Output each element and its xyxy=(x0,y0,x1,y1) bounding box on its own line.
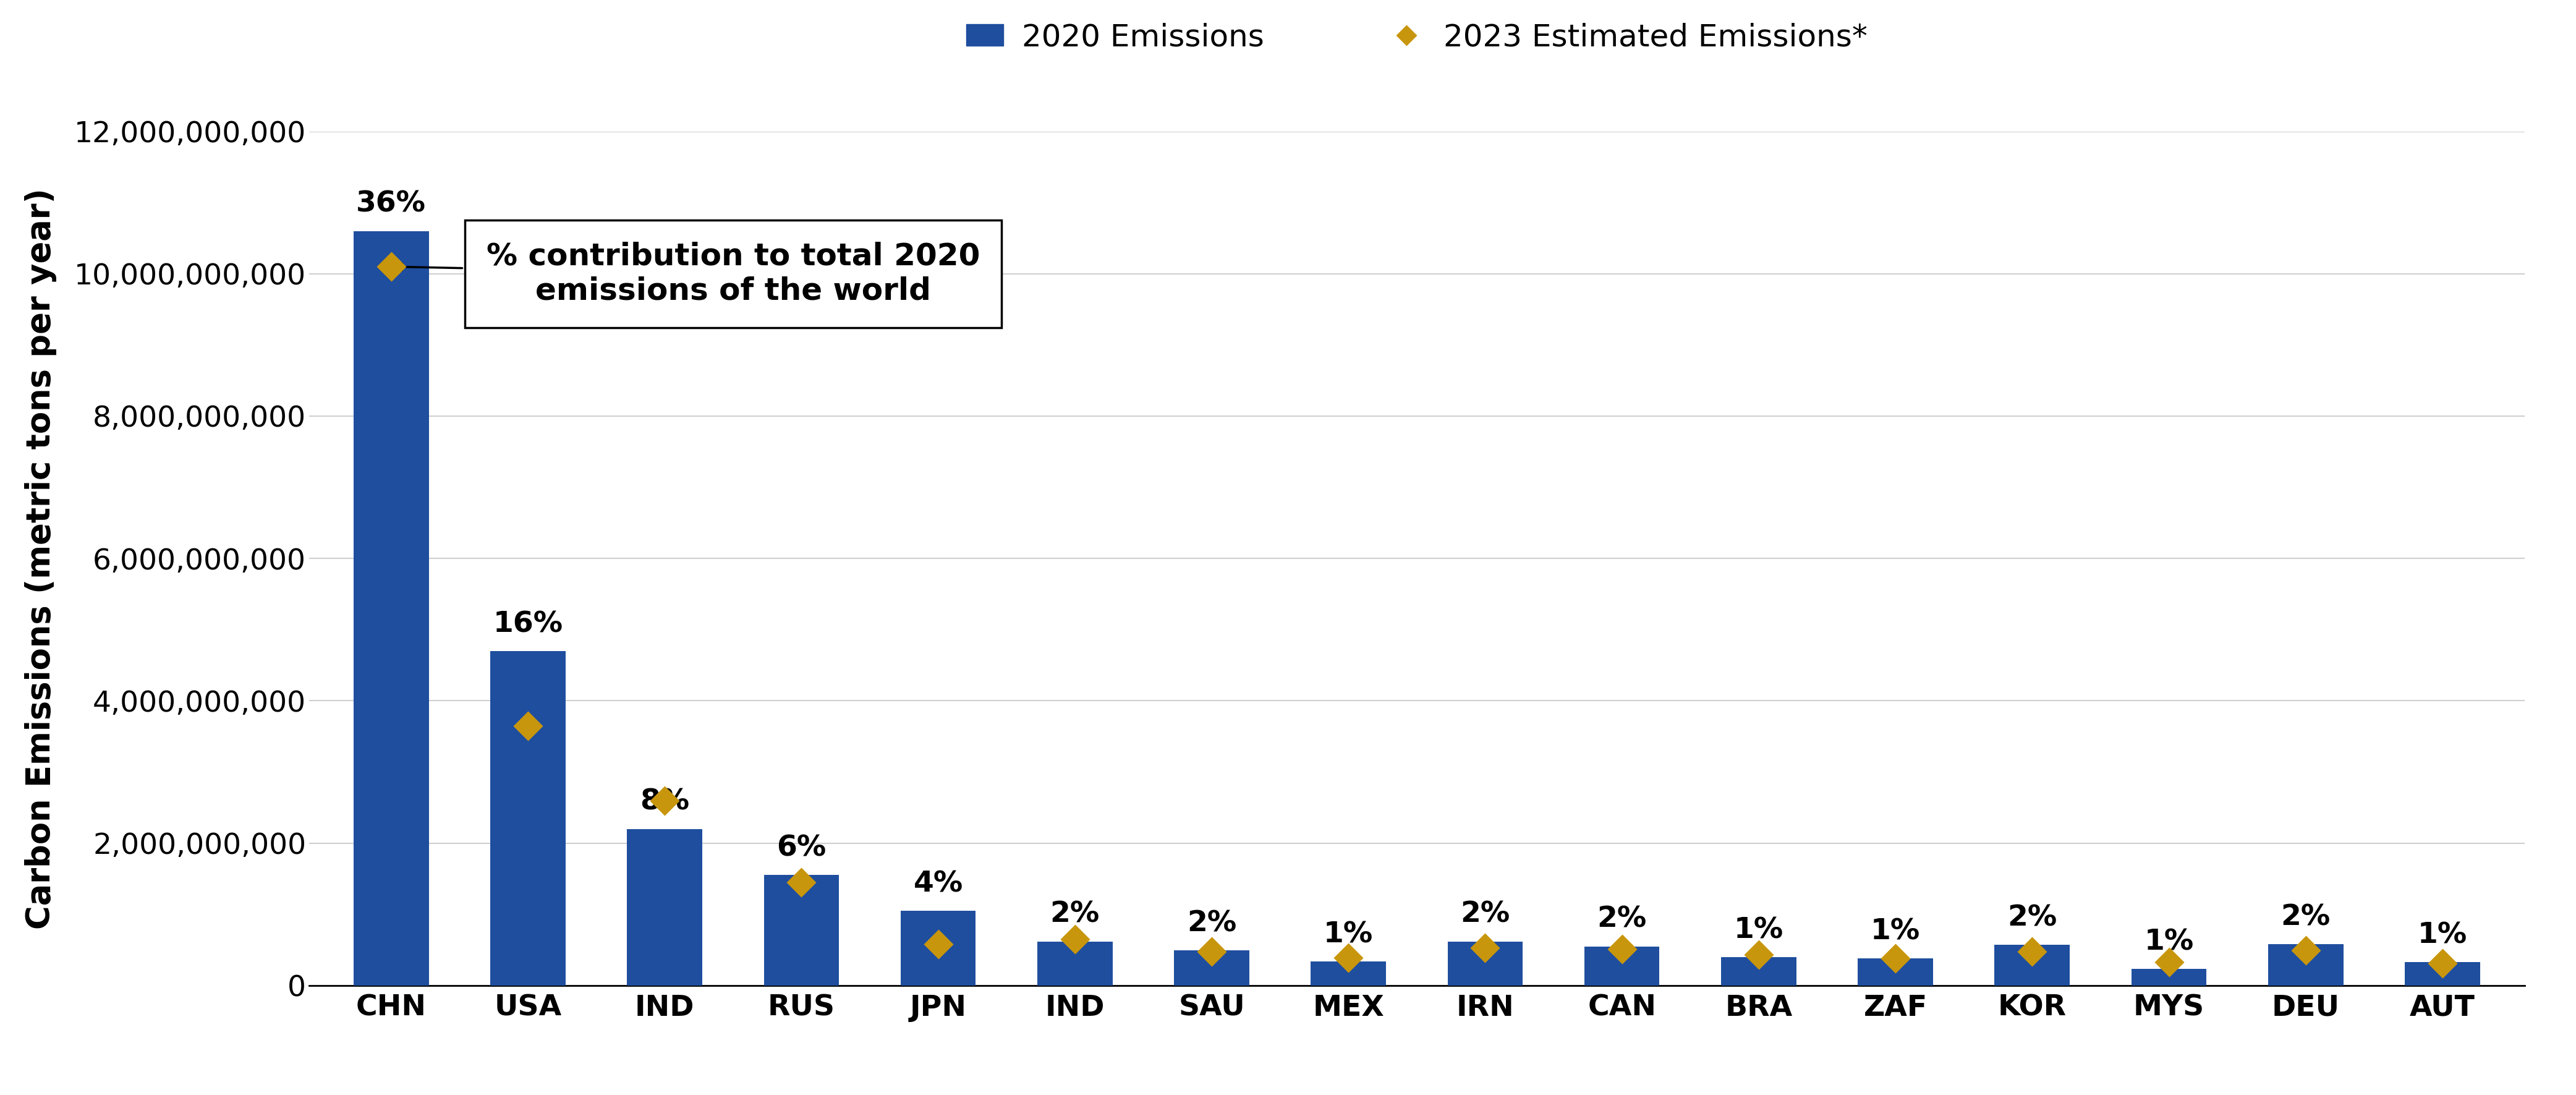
Bar xyxy=(2267,944,2344,986)
Bar xyxy=(489,650,567,986)
Text: 2%: 2% xyxy=(1461,901,1510,929)
Bar xyxy=(1175,950,1249,986)
Text: 2%: 2% xyxy=(1188,910,1236,937)
Text: 1%: 1% xyxy=(1734,917,1783,944)
Text: 4%: 4% xyxy=(914,871,963,898)
Text: 16%: 16% xyxy=(492,610,564,638)
Y-axis label: Carbon Emissions (metric tons per year): Carbon Emissions (metric tons per year) xyxy=(26,188,57,929)
Bar xyxy=(1584,946,1659,986)
Text: 1%: 1% xyxy=(2419,921,2468,949)
Text: 8%: 8% xyxy=(639,788,690,816)
Bar xyxy=(626,829,703,986)
Text: 36%: 36% xyxy=(355,191,425,218)
Bar xyxy=(765,875,840,986)
Bar xyxy=(1857,958,1932,986)
Bar xyxy=(1448,942,1522,986)
Point xyxy=(781,874,822,891)
Text: 6%: 6% xyxy=(775,834,827,863)
Point xyxy=(1190,943,1231,960)
Bar xyxy=(353,231,428,986)
Text: 1%: 1% xyxy=(1870,918,1919,946)
Legend: 2020 Emissions, 2023 Estimated Emissions*: 2020 Emissions, 2023 Estimated Emissions… xyxy=(953,10,1880,65)
Point xyxy=(1739,946,1780,964)
Point xyxy=(371,258,412,276)
Text: % contribution to total 2020
emissions of the world: % contribution to total 2020 emissions o… xyxy=(394,242,979,306)
Point xyxy=(507,717,549,735)
Text: 2%: 2% xyxy=(2280,903,2331,932)
Bar xyxy=(2130,969,2208,986)
Point xyxy=(1875,949,1917,967)
Text: 1%: 1% xyxy=(1324,921,1373,948)
Text: 2%: 2% xyxy=(1597,906,1646,934)
Point xyxy=(2012,943,2053,960)
Text: 2%: 2% xyxy=(1051,901,1100,929)
Point xyxy=(1466,940,1507,957)
Point xyxy=(917,935,958,953)
Point xyxy=(1602,941,1643,958)
Point xyxy=(1327,949,1368,967)
Point xyxy=(2285,942,2326,959)
Text: 2%: 2% xyxy=(2007,904,2058,932)
Point xyxy=(1054,931,1095,948)
Bar xyxy=(1721,957,1795,986)
Point xyxy=(2421,955,2463,972)
Bar xyxy=(2406,963,2481,986)
Point xyxy=(644,792,685,809)
Bar xyxy=(1311,961,1386,986)
Bar xyxy=(1038,942,1113,986)
Text: 1%: 1% xyxy=(2143,929,2195,956)
Bar xyxy=(902,911,976,986)
Bar xyxy=(1994,945,2069,986)
Point xyxy=(2148,954,2190,971)
